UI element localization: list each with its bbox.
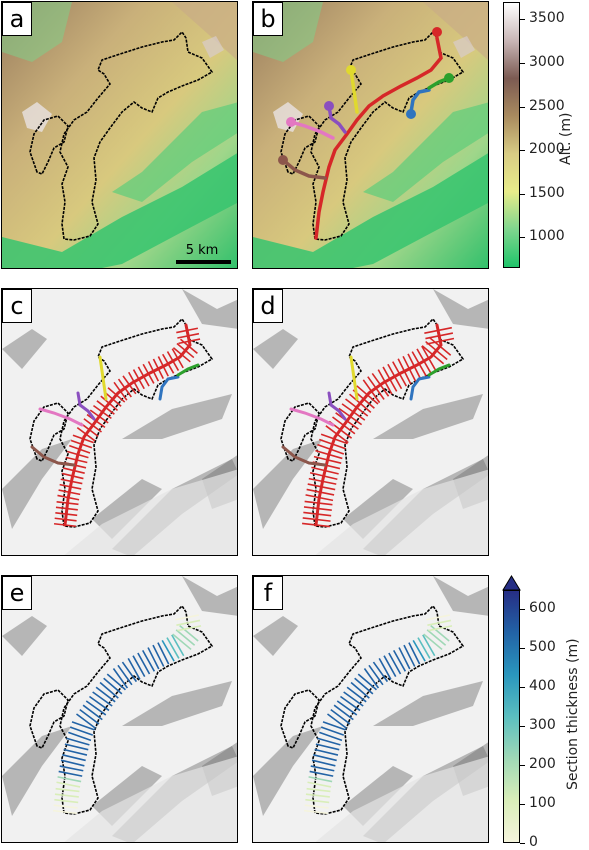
panel-a-map [2, 2, 237, 268]
panel-f: f [252, 575, 489, 843]
thickness-tick-mark [520, 609, 525, 610]
altitude-tick-label: 2500 [529, 98, 565, 114]
thickness-tick-label: 500 [529, 639, 556, 655]
altitude-tick-label: 2000 [529, 141, 565, 157]
thickness-tick-mark [520, 687, 525, 688]
scale-bar-label: 5 km [186, 243, 219, 258]
altitude-colorbar [503, 2, 520, 268]
panel-e-map [2, 576, 237, 842]
thickness-colorbar [503, 590, 520, 843]
panel-b-map [253, 2, 488, 268]
panel-b: b [252, 1, 489, 269]
altitude-tick-mark [520, 107, 525, 108]
thickness-colorbar-label: Section thickness (m) [565, 638, 581, 790]
thickness-tick-mark [520, 804, 525, 805]
thickness-tick-label: 100 [529, 795, 556, 811]
altitude-tick-label: 1000 [529, 228, 565, 244]
altitude-tick-label: 1500 [529, 185, 565, 201]
altitude-tick-mark [520, 194, 525, 195]
panel-f-label: f [253, 576, 283, 610]
altitude-tick-mark [520, 19, 525, 20]
thickness-tick-mark [520, 726, 525, 727]
altitude-tick-mark [520, 237, 525, 238]
thickness-tick-label: 200 [529, 756, 556, 772]
thickness-tick-mark [520, 843, 525, 844]
altitude-colorbar-label: Alt. (m) [558, 112, 574, 165]
altitude-tick-mark [520, 63, 525, 64]
thickness-tick-label: 0 [529, 834, 538, 850]
panel-a: a 5 km [1, 1, 238, 269]
panel-e: e [1, 575, 238, 843]
panel-f-map [253, 576, 488, 842]
panel-c: c [1, 288, 238, 556]
altitude-tick-label: 3000 [529, 54, 565, 70]
panel-c-map [2, 289, 237, 555]
thickness-tick-label: 600 [529, 600, 556, 616]
thickness-tick-mark [520, 765, 525, 766]
thickness-colorbar-extend-arrow [502, 575, 521, 591]
scale-bar: 5 km [176, 243, 231, 264]
panel-d-map [253, 289, 488, 555]
panel-a-label: a [2, 2, 32, 36]
thickness-tick-mark [520, 648, 525, 649]
panel-d: d [252, 288, 489, 556]
altitude-tick-label: 3500 [529, 10, 565, 26]
panel-c-label: c [2, 289, 32, 323]
panel-d-label: d [253, 289, 283, 323]
panel-b-label: b [253, 2, 283, 36]
thickness-tick-label: 400 [529, 678, 556, 694]
altitude-tick-mark [520, 150, 525, 151]
thickness-tick-label: 300 [529, 717, 556, 733]
panel-e-label: e [2, 576, 32, 610]
